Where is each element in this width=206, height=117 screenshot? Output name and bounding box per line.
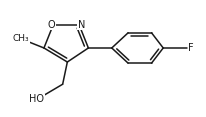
Text: CH₃: CH₃	[12, 34, 29, 43]
Text: O: O	[47, 20, 55, 30]
Text: HO: HO	[29, 94, 44, 104]
Text: N: N	[78, 20, 85, 30]
Text: F: F	[188, 43, 194, 53]
